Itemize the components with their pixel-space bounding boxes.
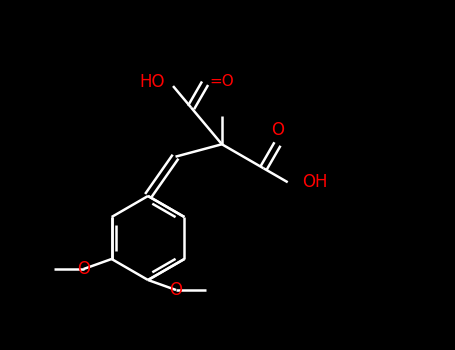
Text: =O: =O: [209, 74, 234, 89]
Text: OH: OH: [302, 173, 327, 191]
Text: HO: HO: [140, 73, 165, 91]
Text: O: O: [271, 121, 284, 139]
Text: O: O: [77, 260, 90, 278]
Text: O: O: [170, 281, 182, 299]
